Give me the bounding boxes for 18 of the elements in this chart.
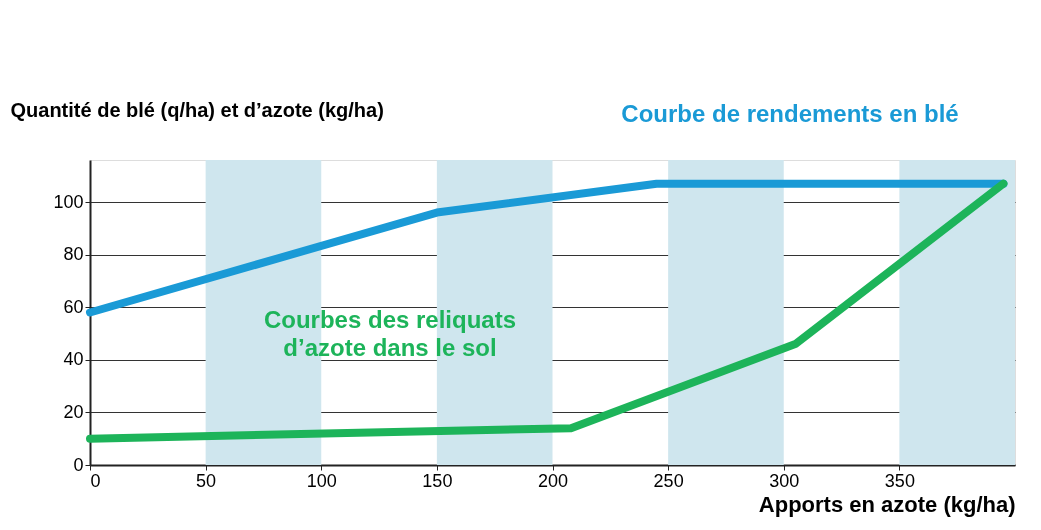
text: Courbe de rendements en blé	[621, 100, 959, 127]
annotation: Courbes des reliquats d’azote dans le sol	[263, 306, 517, 361]
x-axis-title: Apports en azote (kg/ha)	[758, 491, 1016, 517]
y-tick-label: 0	[73, 454, 84, 475]
y-tick-label: 100	[53, 191, 84, 212]
x-tick-label: 100	[306, 470, 337, 491]
y-axis-title: Quantité de blé (q/ha) et d’azote (kg/ha)	[10, 98, 384, 121]
x-tick-label: 300	[769, 470, 800, 491]
y-tick-label: 20	[63, 401, 84, 422]
x-tick-label: 0	[90, 470, 101, 491]
y-tick-label: 60	[63, 296, 84, 317]
x-tick-label: 150	[422, 470, 453, 491]
x-tick-label: 200	[537, 470, 569, 491]
x-tick-label: 50	[196, 470, 217, 491]
y-tick-label: 40	[63, 349, 84, 370]
x-tick-label: 250	[653, 470, 684, 491]
y-tick-label: 80	[63, 244, 84, 265]
x-tick-label: 350	[884, 470, 915, 491]
